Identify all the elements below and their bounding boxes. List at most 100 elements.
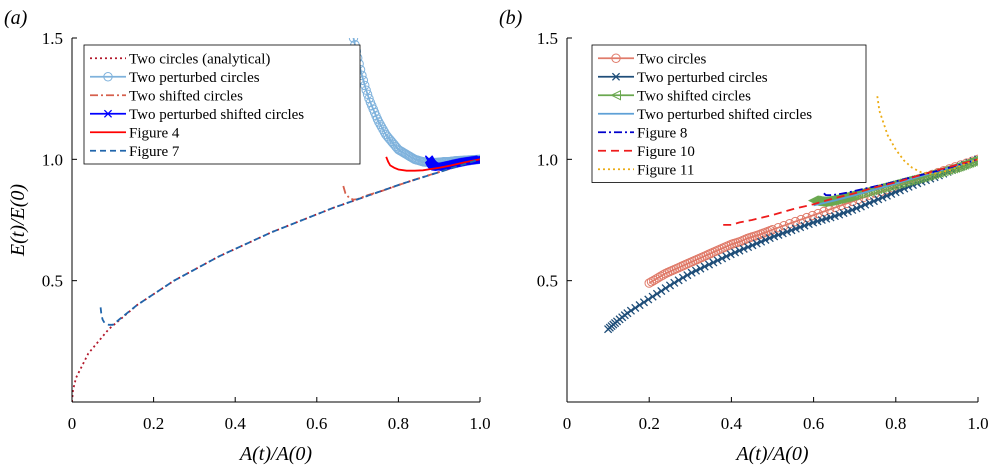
data-point — [691, 266, 701, 275]
data-point — [674, 276, 683, 285]
series-line — [607, 158, 978, 330]
series-line — [99, 158, 480, 326]
data-point — [773, 222, 783, 233]
data-point — [709, 258, 718, 267]
data-point — [807, 210, 818, 221]
data-point — [761, 235, 770, 244]
legend-label: Two circles (analytical) — [129, 51, 270, 67]
data-point — [748, 241, 757, 250]
data-point — [646, 277, 657, 287]
legend-label: Figure 4 — [129, 125, 180, 141]
data-point — [696, 264, 705, 273]
series-line — [723, 158, 978, 226]
panel-a: 0 0.2 0.4 0.6 0.8 1.0 0.5 1.0 1.5 A(t)/A(0) E(t)/E… — [4, 7, 491, 465]
x-tick-label: 1.0 — [469, 414, 490, 433]
series-line — [342, 158, 480, 201]
x-tick-label: 0.8 — [388, 414, 409, 433]
data-point — [375, 119, 385, 130]
series-group — [604, 96, 978, 334]
data-point — [770, 232, 779, 241]
x-tick-label: 0 — [563, 414, 572, 433]
data-point — [895, 186, 904, 195]
data-point — [730, 248, 740, 257]
data-point — [700, 262, 709, 271]
data-point — [783, 227, 792, 236]
panel-label: (b) — [499, 7, 523, 29]
data-point — [717, 254, 727, 263]
data-point — [752, 239, 761, 248]
data-point — [839, 208, 848, 218]
data-point — [791, 224, 800, 233]
data-point — [635, 301, 644, 310]
data-point — [653, 273, 664, 283]
legend-label: Figure 7 — [129, 144, 180, 160]
y-tick-label: 1.5 — [42, 29, 63, 48]
data-point — [843, 207, 852, 216]
legend-label: Figure 8 — [637, 125, 687, 141]
data-point — [631, 303, 640, 312]
data-point — [623, 309, 632, 318]
data-point — [362, 89, 373, 100]
legend-label: Figure 10 — [637, 144, 695, 160]
data-point — [878, 193, 887, 202]
data-point — [835, 210, 844, 219]
data-point — [374, 117, 384, 127]
legend-label: Two perturbed shifted circles — [129, 107, 304, 123]
legend-label: Two perturbed circles — [129, 70, 260, 86]
panel-b: 0 0.2 0.4 0.6 0.8 1.0 0.5 1.0 1.5 A(t)/A(0) (b) Two… — [499, 7, 989, 465]
legend-marker — [103, 72, 113, 82]
data-point — [687, 268, 696, 277]
data-point — [779, 220, 789, 231]
legend-label: Two perturbed shifted circles — [637, 107, 812, 123]
series-group — [72, 38, 480, 402]
legend-label: Two circles — [637, 51, 707, 67]
x-tick-label: 0.4 — [721, 414, 743, 433]
x-tick-label: 0.6 — [803, 414, 824, 433]
legend: Two circles Two perturbed circles Two shif… — [591, 44, 867, 183]
data-point — [856, 202, 865, 211]
data-point — [864, 185, 875, 197]
data-point — [678, 273, 688, 282]
x-tick-label: 0.8 — [885, 414, 906, 433]
legend-label: Two perturbed circles — [637, 70, 768, 86]
data-point — [348, 38, 359, 43]
y-tick-label: 1.0 — [537, 150, 558, 169]
data-point — [657, 286, 666, 296]
series-line — [876, 96, 978, 175]
data-point — [683, 271, 692, 280]
data-point — [661, 284, 670, 293]
data-point — [739, 244, 748, 253]
y-tick-label: 1.0 — [42, 150, 63, 169]
data-point — [904, 174, 916, 186]
legend-label: Two shifted circles — [129, 88, 243, 104]
data-point — [830, 212, 839, 221]
series-line — [385, 156, 480, 172]
data-point — [874, 195, 883, 204]
y-tick-label: 0.5 — [537, 272, 558, 291]
data-point — [861, 200, 870, 209]
data-point — [639, 298, 649, 307]
legend-label: Two shifted circles — [637, 88, 751, 104]
data-point — [376, 122, 387, 132]
x-tick-label: 0.2 — [639, 414, 660, 433]
series-line — [72, 158, 480, 402]
data-point — [869, 197, 878, 206]
data-point — [644, 295, 653, 304]
data-point — [790, 216, 801, 227]
data-point — [774, 230, 783, 239]
legend-box — [591, 44, 867, 183]
data-point — [804, 220, 813, 229]
data-point — [778, 229, 787, 238]
data-point — [744, 243, 753, 252]
data-point — [648, 292, 657, 301]
data-point — [651, 274, 661, 284]
data-point — [722, 252, 731, 261]
x-tick-label: 0.6 — [306, 414, 327, 433]
legend-label: Figure 11 — [637, 162, 694, 178]
data-point — [670, 278, 679, 287]
data-point — [882, 191, 891, 200]
panel-label: (a) — [4, 7, 28, 29]
data-point — [852, 204, 861, 213]
data-point — [644, 278, 654, 288]
